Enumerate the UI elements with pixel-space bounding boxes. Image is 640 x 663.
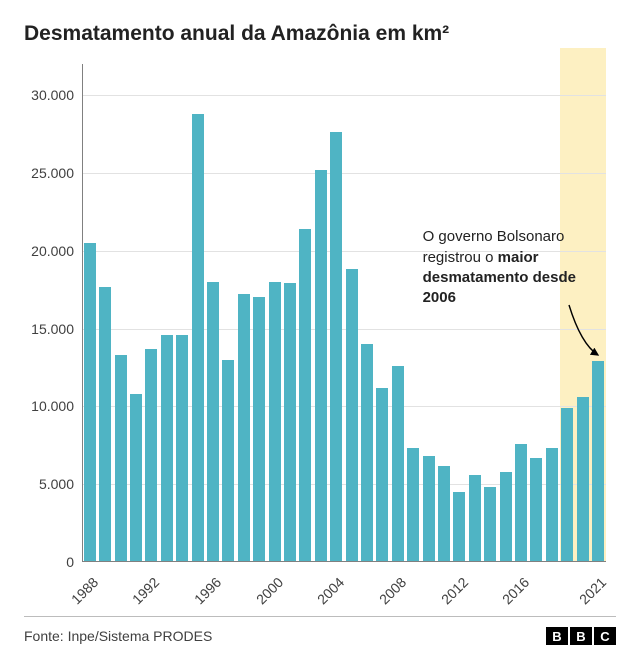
y-tick-label: 20.000 (31, 243, 82, 259)
logo-letter: B (546, 627, 568, 645)
bar (392, 366, 404, 562)
bar-slot (544, 64, 559, 562)
bar (315, 170, 327, 562)
bar (361, 344, 373, 562)
bar-slot (113, 64, 128, 562)
y-tick-label: 5.000 (39, 476, 82, 492)
bar (238, 294, 250, 562)
annotation-text-pre: O governo Bolsonaro registrou o (423, 228, 565, 265)
bar-slot (97, 64, 112, 562)
annotation-arrow-icon (559, 295, 618, 375)
bar (469, 475, 481, 562)
bar-slot (421, 64, 436, 562)
bar-slot (282, 64, 297, 562)
bar (253, 297, 265, 562)
bar-slot (144, 64, 159, 562)
x-axis-line (82, 561, 606, 562)
bar (269, 282, 281, 562)
chart-plot-area: O governo Bolsonaro registrou o maior de… (82, 64, 606, 562)
bar (453, 492, 465, 562)
bar-slot (159, 64, 174, 562)
bar (99, 287, 111, 562)
bar-slot (128, 64, 143, 562)
y-tick-label: 0 (66, 554, 82, 570)
x-tick-label: 2021 (576, 574, 609, 607)
bar-slot (390, 64, 405, 562)
bar-slot (375, 64, 390, 562)
bar-slot (298, 64, 313, 562)
logo-letter: B (570, 627, 592, 645)
y-tick-label: 10.000 (31, 398, 82, 414)
bar (515, 444, 527, 562)
bars-container (82, 64, 606, 562)
bar (484, 487, 496, 562)
bar-slot (452, 64, 467, 562)
chart-title: Desmatamento anual da Amazônia em km² (24, 22, 616, 46)
bar (592, 361, 604, 562)
bbc-logo: BBC (546, 627, 616, 645)
x-tick-label: 1996 (191, 574, 224, 607)
bar (299, 229, 311, 562)
bar (376, 388, 388, 562)
bar-slot (313, 64, 328, 562)
y-axis-line (82, 64, 83, 562)
x-tick-label: 2004 (314, 574, 347, 607)
chart-footer: Fonte: Inpe/Sistema PRODES BBC (24, 616, 616, 645)
y-tick-label: 30.000 (31, 87, 82, 103)
bar-slot (267, 64, 282, 562)
bar (192, 114, 204, 562)
bar-slot (221, 64, 236, 562)
bar-slot (344, 64, 359, 562)
bar (561, 408, 573, 562)
bar (130, 394, 142, 562)
bar (207, 282, 219, 562)
bar-slot (359, 64, 374, 562)
bar (500, 472, 512, 562)
plot (82, 64, 606, 562)
x-tick-label: 2012 (438, 574, 471, 607)
bar (176, 335, 188, 562)
bar-slot (406, 64, 421, 562)
bar-slot (236, 64, 251, 562)
x-tick-label: 2000 (253, 574, 286, 607)
bar-slot (82, 64, 97, 562)
bar (530, 458, 542, 562)
bar (115, 355, 127, 562)
x-tick-label: 2008 (376, 574, 409, 607)
x-tick-label: 1988 (68, 574, 101, 607)
bar (330, 132, 342, 562)
bar (407, 448, 419, 562)
bar-slot (329, 64, 344, 562)
bar-slot (436, 64, 451, 562)
bar-slot (498, 64, 513, 562)
bar-slot (513, 64, 528, 562)
bar (577, 397, 589, 562)
bar (346, 269, 358, 562)
bar (546, 448, 558, 562)
bar (438, 466, 450, 562)
y-tick-label: 25.000 (31, 165, 82, 181)
bar (284, 283, 296, 562)
bar-slot (483, 64, 498, 562)
bar (222, 360, 234, 562)
source-text: Fonte: Inpe/Sistema PRODES (24, 628, 212, 644)
y-tick-label: 15.000 (31, 321, 82, 337)
bar-slot (205, 64, 220, 562)
bar (423, 456, 435, 562)
bar-slot (529, 64, 544, 562)
x-tick-label: 2016 (499, 574, 532, 607)
bar-slot (174, 64, 189, 562)
bar (161, 335, 173, 562)
bar (84, 243, 96, 562)
logo-letter: C (594, 627, 616, 645)
bar (145, 349, 157, 562)
bar-slot (251, 64, 266, 562)
x-axis-labels: 198819921996200020042008201220162021 (82, 570, 606, 610)
x-tick-label: 1992 (129, 574, 162, 607)
bar-slot (467, 64, 482, 562)
bar-slot (190, 64, 205, 562)
